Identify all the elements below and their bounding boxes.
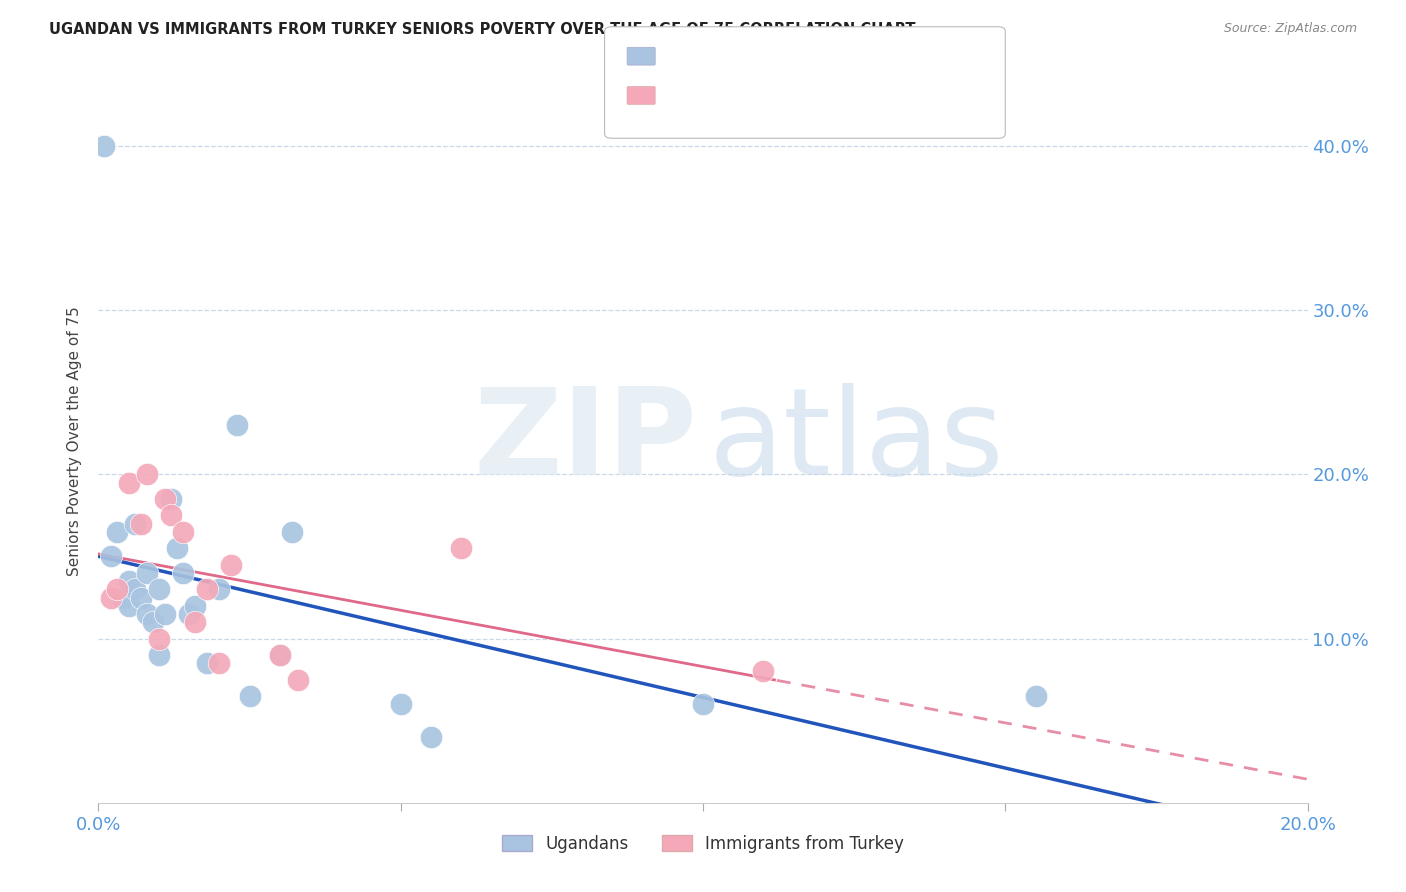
Point: [692, 698, 714, 712]
Point: [1024, 689, 1046, 703]
Point: [135, 467, 157, 482]
Point: [208, 582, 231, 597]
Point: [184, 615, 207, 630]
Text: 30: 30: [818, 47, 844, 65]
Text: 17: 17: [818, 87, 844, 104]
Text: R =: R =: [665, 47, 704, 65]
Text: -0.082: -0.082: [704, 87, 769, 104]
Y-axis label: Seniors Poverty Over the Age of 75: Seniors Poverty Over the Age of 75: [67, 307, 83, 576]
Point: [208, 657, 231, 671]
Point: [118, 475, 141, 490]
Text: atlas: atlas: [709, 383, 1005, 500]
Text: Source: ZipAtlas.com: Source: ZipAtlas.com: [1223, 22, 1357, 36]
Point: [148, 582, 170, 597]
Legend: Ugandans, Immigrants from Turkey: Ugandans, Immigrants from Turkey: [495, 828, 911, 860]
Point: [129, 516, 152, 531]
Point: [124, 516, 146, 531]
Point: [118, 599, 141, 613]
Point: [100, 549, 122, 564]
Point: [389, 698, 412, 712]
Point: [166, 541, 188, 556]
Point: [221, 558, 243, 572]
Point: [100, 591, 122, 605]
Point: [172, 566, 194, 580]
Point: [129, 591, 152, 605]
Point: [420, 730, 443, 744]
Point: [135, 607, 157, 621]
Point: [184, 599, 207, 613]
Point: [148, 648, 170, 662]
Point: [148, 632, 170, 646]
Point: [195, 657, 218, 671]
Point: [752, 665, 775, 679]
Text: -0.294: -0.294: [704, 47, 769, 65]
Point: [153, 607, 176, 621]
Point: [105, 582, 128, 597]
Point: [124, 582, 146, 597]
Text: R =: R =: [665, 87, 704, 104]
Point: [118, 574, 141, 588]
Text: ZIP: ZIP: [474, 383, 697, 500]
Point: [160, 508, 183, 523]
Point: [111, 591, 134, 605]
Point: [135, 566, 157, 580]
Point: [195, 582, 218, 597]
Point: [160, 491, 183, 506]
Point: [450, 541, 472, 556]
Point: [179, 607, 201, 621]
Text: UGANDAN VS IMMIGRANTS FROM TURKEY SENIORS POVERTY OVER THE AGE OF 75 CORRELATION: UGANDAN VS IMMIGRANTS FROM TURKEY SENIOR…: [49, 22, 915, 37]
Point: [172, 524, 194, 539]
Point: [281, 524, 304, 539]
Point: [269, 648, 291, 662]
Point: [93, 139, 115, 153]
Point: [153, 491, 176, 506]
Point: [239, 689, 262, 703]
Point: [142, 615, 165, 630]
Text: N =: N =: [782, 87, 821, 104]
Point: [226, 418, 249, 433]
Point: [269, 648, 291, 662]
Text: N =: N =: [782, 47, 821, 65]
Point: [105, 524, 128, 539]
Point: [287, 673, 309, 687]
